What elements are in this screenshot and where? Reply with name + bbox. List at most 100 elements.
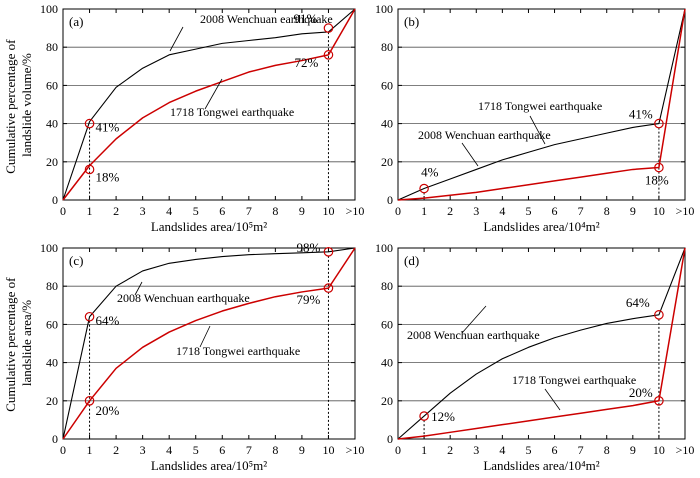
panel-label: (a) — [69, 14, 83, 29]
ylabel-volume: Cumulative percentage of landslide volum… — [3, 36, 34, 174]
y-tick-label: 20 — [46, 394, 58, 408]
marker-label: 41% — [629, 107, 653, 122]
x-tick-label: 9 — [630, 204, 636, 218]
annotation-leader — [544, 388, 561, 411]
panel-label: (d) — [404, 253, 419, 268]
x-tick-label: 9 — [299, 443, 305, 457]
series-line-wenchuan — [62, 247, 356, 440]
y-tick-label: 80 — [381, 279, 393, 293]
x-tick-label: 4 — [166, 443, 172, 457]
x-tick-label: 5 — [193, 204, 199, 218]
series-annotation: 2008 Wenchuan earthquake — [418, 128, 551, 142]
x-tick-label: 1 — [421, 204, 427, 218]
marker-label: 79% — [296, 292, 320, 307]
y-tick-label: 20 — [46, 155, 58, 169]
series-annotation: 1718 Tongwei earthquake — [478, 99, 602, 113]
x-tick-label: 6 — [219, 443, 225, 457]
x-tick-label: 2 — [447, 443, 453, 457]
x-tick-label: >10 — [346, 443, 365, 457]
x-axis-label: Landslides area/10⁴m² — [483, 219, 599, 234]
x-tick-label: 6 — [552, 204, 558, 218]
y-tick-label: 0 — [52, 193, 58, 207]
marker-label: 20% — [629, 385, 653, 400]
x-tick-label: 3 — [140, 443, 146, 457]
x-tick-label: 8 — [604, 204, 610, 218]
series-annotation: 2008 Wenchuan earthquake — [117, 291, 250, 305]
marker-label: 4% — [421, 165, 439, 180]
x-tick-label: 1 — [87, 204, 93, 218]
marker-circle — [323, 50, 334, 60]
y-tick-label: 20 — [381, 394, 393, 408]
y-tick-label: 40 — [381, 356, 393, 370]
y-tick-label: 80 — [46, 40, 58, 54]
x-tick-label: 10 — [322, 204, 334, 218]
ylabel-volume-line2: landslide volume/% — [19, 53, 34, 157]
x-axis-label: Landslides area/10⁴m² — [483, 458, 599, 473]
x-tick-label: 9 — [299, 204, 305, 218]
chart-panel-2: 0 20 40 60 80 100 0 1 2 3 4 5 6 7 8 9 10 >10 Landslides ar… — [375, 2, 694, 234]
y-tick-label: 60 — [381, 78, 393, 92]
x-axis-label: Landslides area/10⁵m² — [151, 219, 267, 234]
annotation-leader — [199, 325, 211, 348]
x-tick-label: 3 — [473, 204, 479, 218]
x-tick-label: 4 — [166, 204, 172, 218]
x-tick-label: 8 — [272, 443, 278, 457]
y-tick-label: 100 — [375, 241, 393, 255]
y-tick-label: 40 — [46, 356, 58, 370]
marker-label: 98% — [296, 240, 320, 255]
series-line-tongwei — [397, 8, 686, 201]
marker-label: 64% — [626, 295, 650, 310]
ylabel-area-line2: landslide area/% — [19, 300, 34, 386]
series-line-wenchuan — [397, 247, 686, 440]
marker-circle — [654, 310, 664, 320]
series-annotation: 1718 Tongwei earthquake — [176, 344, 300, 358]
plot-frame — [62, 8, 356, 201]
y-tick-label: 100 — [40, 2, 58, 16]
x-tick-label: 0 — [395, 443, 401, 457]
x-tick-label: 8 — [604, 443, 610, 457]
x-tick-label: >10 — [346, 204, 365, 218]
plot-frame — [62, 247, 356, 440]
x-tick-label: 6 — [552, 443, 558, 457]
marker-label: 91% — [293, 11, 317, 26]
annotation-leader — [204, 78, 223, 110]
ylabel-area: Cumulative percentage of landslide area/… — [3, 274, 34, 412]
x-tick-label: 1 — [421, 443, 427, 457]
x-tick-label: 0 — [60, 204, 66, 218]
y-tick-label: 60 — [46, 78, 58, 92]
marker-circle — [419, 411, 429, 421]
y-tick-label: 40 — [381, 117, 393, 131]
x-tick-label: 7 — [246, 204, 252, 218]
panel-label: (b) — [404, 14, 419, 29]
series-line-wenchuan — [397, 8, 686, 201]
marker-circle — [419, 183, 429, 194]
series-annotation: 1718 Tongwei earthquake — [170, 105, 294, 119]
y-tick-label: 80 — [381, 40, 393, 54]
series-line-tongwei — [397, 247, 686, 440]
series-annotation: 2008 Wenchuan earthquake — [200, 12, 333, 26]
y-tick-label: 60 — [46, 317, 58, 331]
x-tick-label: 3 — [473, 443, 479, 457]
y-tick-label: 80 — [46, 279, 58, 293]
x-tick-label: 6 — [219, 204, 225, 218]
marker-label: 72% — [294, 55, 318, 70]
series-line-tongwei — [62, 8, 356, 201]
x-tick-label: >10 — [676, 204, 695, 218]
plot-frame — [397, 247, 686, 440]
marker-circle — [84, 395, 95, 406]
y-tick-label: 100 — [375, 2, 393, 16]
x-tick-label: 7 — [246, 443, 252, 457]
x-tick-label: 2 — [113, 443, 119, 457]
marker-circle — [654, 118, 664, 129]
marker-circle — [323, 23, 334, 33]
x-tick-label: 10 — [653, 443, 665, 457]
plot-frame — [397, 8, 686, 201]
marker-circle — [84, 311, 95, 322]
marker-circle — [84, 118, 95, 129]
annotation-leader — [461, 142, 479, 167]
x-tick-label: 7 — [578, 443, 584, 457]
y-tick-label: 0 — [52, 432, 58, 446]
x-tick-label: 7 — [578, 204, 584, 218]
x-tick-label: 5 — [193, 443, 199, 457]
